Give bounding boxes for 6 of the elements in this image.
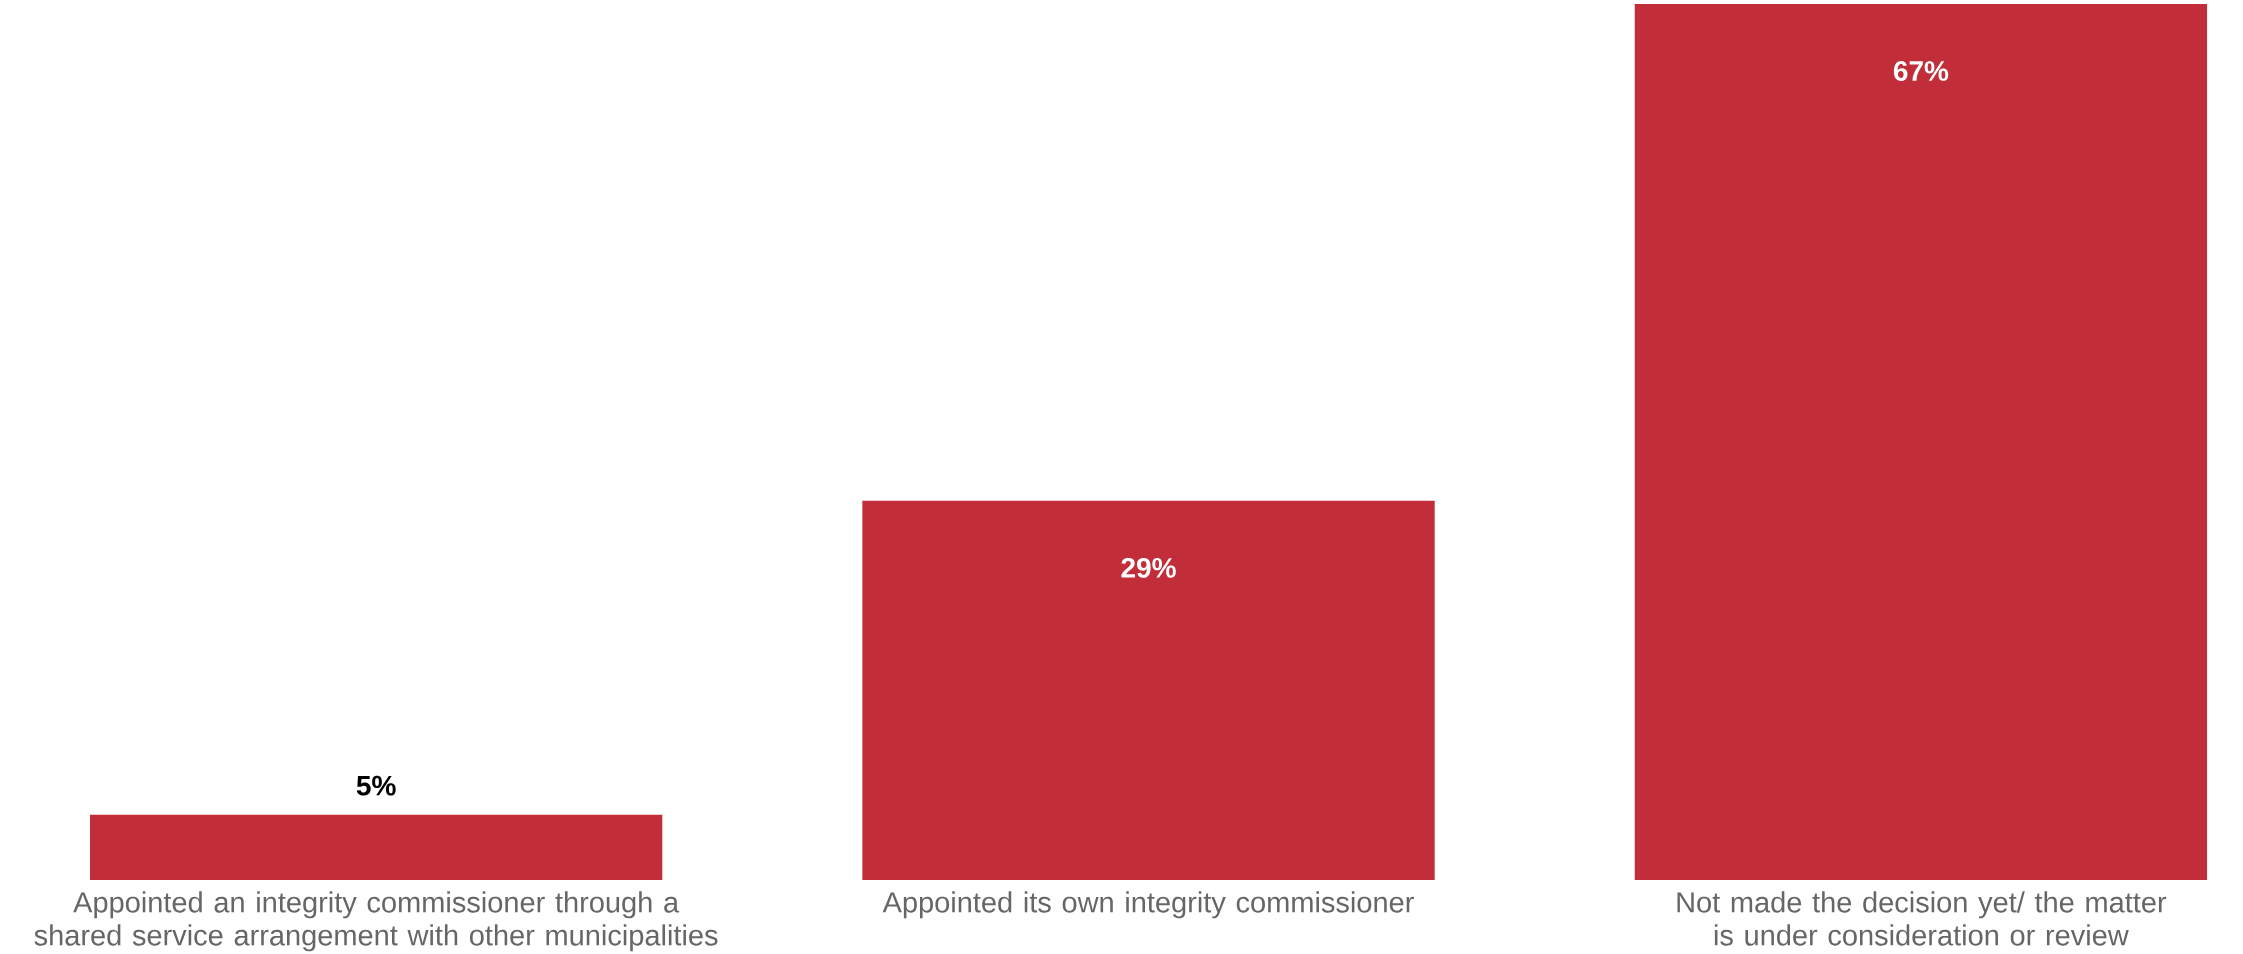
x-tick-label: Appointed an integrity commissioner through a shared service arrangement with other municipalities (34, 891, 718, 952)
x-tick-label: Appointed its own integrity commissioner (882, 891, 1414, 919)
x-tick-label: Not made the decision yet/ the matter is under consideration or review (1677, 891, 2167, 946)
data-label: 5% (356, 775, 396, 796)
data-label: 29% (1121, 557, 1176, 578)
data-label: 67% (1893, 61, 1949, 81)
